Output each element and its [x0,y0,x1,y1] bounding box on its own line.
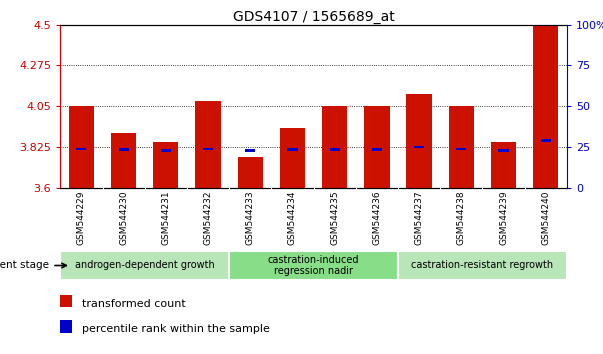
Text: GSM544232: GSM544232 [204,191,212,245]
Text: GSM544234: GSM544234 [288,191,297,245]
Text: GSM544229: GSM544229 [77,191,86,245]
Text: GSM544230: GSM544230 [119,191,128,245]
Text: development stage: development stage [0,261,49,270]
Title: GDS4107 / 1565689_at: GDS4107 / 1565689_at [233,10,394,24]
Bar [60,295,72,307]
Text: GSM544233: GSM544233 [246,191,254,245]
Bar [322,106,347,188]
Text: castration-induced
regression nadir: castration-induced regression nadir [268,255,359,276]
Bar [364,106,390,188]
Bar [406,93,432,188]
Bar [195,101,221,188]
Bar [161,149,171,152]
Text: GSM544238: GSM544238 [457,191,466,245]
Bar [280,128,305,188]
Bar [491,142,516,188]
Bar [245,149,255,152]
Bar [238,157,263,188]
Text: castration-resistant regrowth: castration-resistant regrowth [411,261,554,270]
Text: GSM544235: GSM544235 [330,191,339,245]
Bar [60,251,229,280]
Bar [288,148,297,151]
Text: percentile rank within the sample: percentile rank within the sample [81,324,270,333]
Bar [119,148,128,151]
Bar [153,142,178,188]
Bar [398,251,567,280]
Bar [77,148,86,150]
Text: transformed count: transformed count [81,298,185,309]
Bar [499,149,508,152]
Text: androgen-dependent growth: androgen-dependent growth [75,261,215,270]
Bar [533,25,558,188]
Bar [414,146,424,148]
Bar [203,148,213,150]
Bar [60,320,72,333]
Bar [69,106,94,188]
Bar [330,148,339,151]
Text: GSM544240: GSM544240 [541,191,550,245]
Text: GSM544239: GSM544239 [499,191,508,245]
Text: GSM544236: GSM544236 [373,191,381,245]
Bar [111,133,136,188]
Bar [449,106,474,188]
Bar [541,139,551,142]
Bar [372,148,382,151]
Text: GSM544231: GSM544231 [162,191,170,245]
Bar [456,148,466,150]
Text: GSM544237: GSM544237 [415,191,423,245]
Bar [229,251,398,280]
